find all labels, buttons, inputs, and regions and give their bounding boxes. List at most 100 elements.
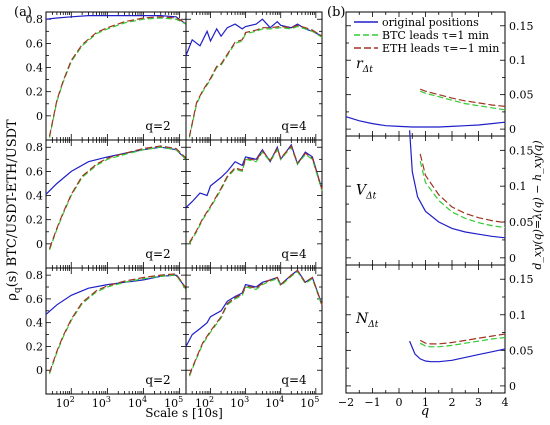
x-tick-label: 102 [195,395,214,410]
x-tick-label: −2 [338,396,354,409]
y-tick-label: 0.6 [26,293,44,306]
x-tick-label: 102 [56,395,75,410]
y-axis-label: ρq(s) BTC/USDT-ETH/USDT [5,119,23,301]
y-tick-label: 0.2 [26,340,44,353]
subplot-a-1-1: q=4 [185,139,323,269]
subplot-label-q: q=4 [281,247,307,261]
series-original [45,274,187,315]
x-axis-label: q [421,404,429,419]
x-tick-exp: 4 [279,395,284,404]
subplot-label-q: q=4 [281,373,307,387]
x-tick-exp: 3 [106,395,111,404]
series-btc [419,90,506,111]
series-eth [48,16,187,137]
y-tick-label: 0.6 [26,165,44,178]
subplot-frame [185,267,323,395]
x-tick-base: 10 [230,397,244,410]
series-eth [419,153,506,224]
y-tick-label: 0.4 [26,317,44,330]
y-tick-label: 0.05 [509,344,534,357]
series-original [409,340,506,363]
series-eth [188,24,323,137]
x-tick-base: 10 [92,397,106,410]
x-tick-label: 104 [265,395,284,410]
subplot-b-1: 0 0.05 0.1 0.15 VΔt [345,130,534,266]
series-btc [48,274,187,374]
y-tick-label: 0.2 [26,86,44,99]
y-tick-label: 0.05 [509,216,534,229]
x-tick-label: 104 [128,395,147,410]
y-tick-label: 0.6 [26,37,44,50]
y-tick-label: 0.15 [509,273,534,286]
subplot-a-0-0: 0 0.2 0.4 0.6 0.8 q=2 [26,11,187,141]
y-tick-label: 0.4 [26,190,44,203]
panel-label-a: (a) [14,5,32,20]
row-label: NΔt [355,311,379,330]
series-original [185,269,323,347]
y-tick-label: 0 [36,110,43,123]
series-btc [48,146,187,251]
series-eth [188,144,323,243]
legend-label-eth: ETH leads τ=−1 min [382,42,499,55]
x-tick-exp: 2 [70,395,75,404]
subplot-b-2: 0 0.05 0.1 0.15 −2 −1 0 1 2 3 4 NΔt [338,264,534,409]
series-btc [419,160,506,229]
subplot-b-0: 0 0.05 0.1 0.15 rΔt [345,11,534,137]
y-tick-label: 0.8 [26,13,44,26]
legend-label-btc: BTC leads τ=1 min [382,29,489,42]
panel-label-b: (b) [327,5,345,20]
x-tick-label: 105 [164,395,183,410]
row-label-main: V [356,183,368,199]
y-tick-label: 0 [509,252,516,265]
x-tick-base: 10 [164,397,178,410]
x-tick-exp: 5 [314,395,319,404]
subplot-label-q: q=2 [145,373,170,387]
y-tick-label: 0.1 [509,54,527,67]
subplot-a-0-1: q=4 [185,11,323,141]
y-tick-label: 0.15 [509,20,534,33]
x-tick-base: 10 [265,397,279,410]
series-original [185,143,323,209]
x-tick-base: 10 [128,397,142,410]
series-original [345,116,506,128]
row-label-main: N [355,311,369,327]
panel-b: 00.050.10.15rΔt00.050.10.15VΔt00.050.10.… [327,5,544,419]
row-label-sub: Δt [365,192,376,202]
subplot-a-1-0: 0 0.2 0.4 0.6 0.8 q=2 [26,139,187,269]
y-tick-label: 0 [36,238,43,251]
series-original [409,130,506,239]
y-tick-label: 0.2 [26,214,44,227]
y-tick-label: 0 [509,123,516,136]
x-tick-label: 1 [422,396,429,409]
series-eth [419,88,506,107]
y-label-rest: (s) BTC/USDT-ETH/USDT [5,119,20,287]
series-btc [419,336,506,348]
y-label-sub: q [13,287,23,293]
series-btc [188,146,323,245]
series-eth [188,269,323,376]
series-original [45,146,187,195]
y-tick-label: 0.4 [26,62,44,75]
y-tick-label: 0 [509,380,516,393]
subplot-label-q: q=4 [281,119,307,133]
x-tick-label: −1 [364,396,380,409]
series-original [185,18,323,56]
series-btc [188,270,323,377]
x-tick-exp: 4 [142,395,147,404]
row-label-sub: Δt [367,320,378,330]
x-tick-base: 10 [56,397,70,410]
row-label: VΔt [356,183,377,202]
legend-label-original: original positions [382,16,479,29]
panel-a: 00.20.40.60.8q=2 q=400.20.40.60.8q=2 q=400… [5,5,323,420]
row-label: rΔt [356,56,373,75]
x-tick-label: 103 [92,395,111,410]
y-axis-label-right: d_xy(q)=λ(q) − h_xy(q) [531,140,544,269]
series-original [45,15,187,25]
y-tick-label: 0.1 [509,180,527,193]
x-axis-label: Scale s [10s] [145,406,223,420]
x-tick-label: 2 [449,396,456,409]
y-tick-label: 0.8 [26,141,44,154]
